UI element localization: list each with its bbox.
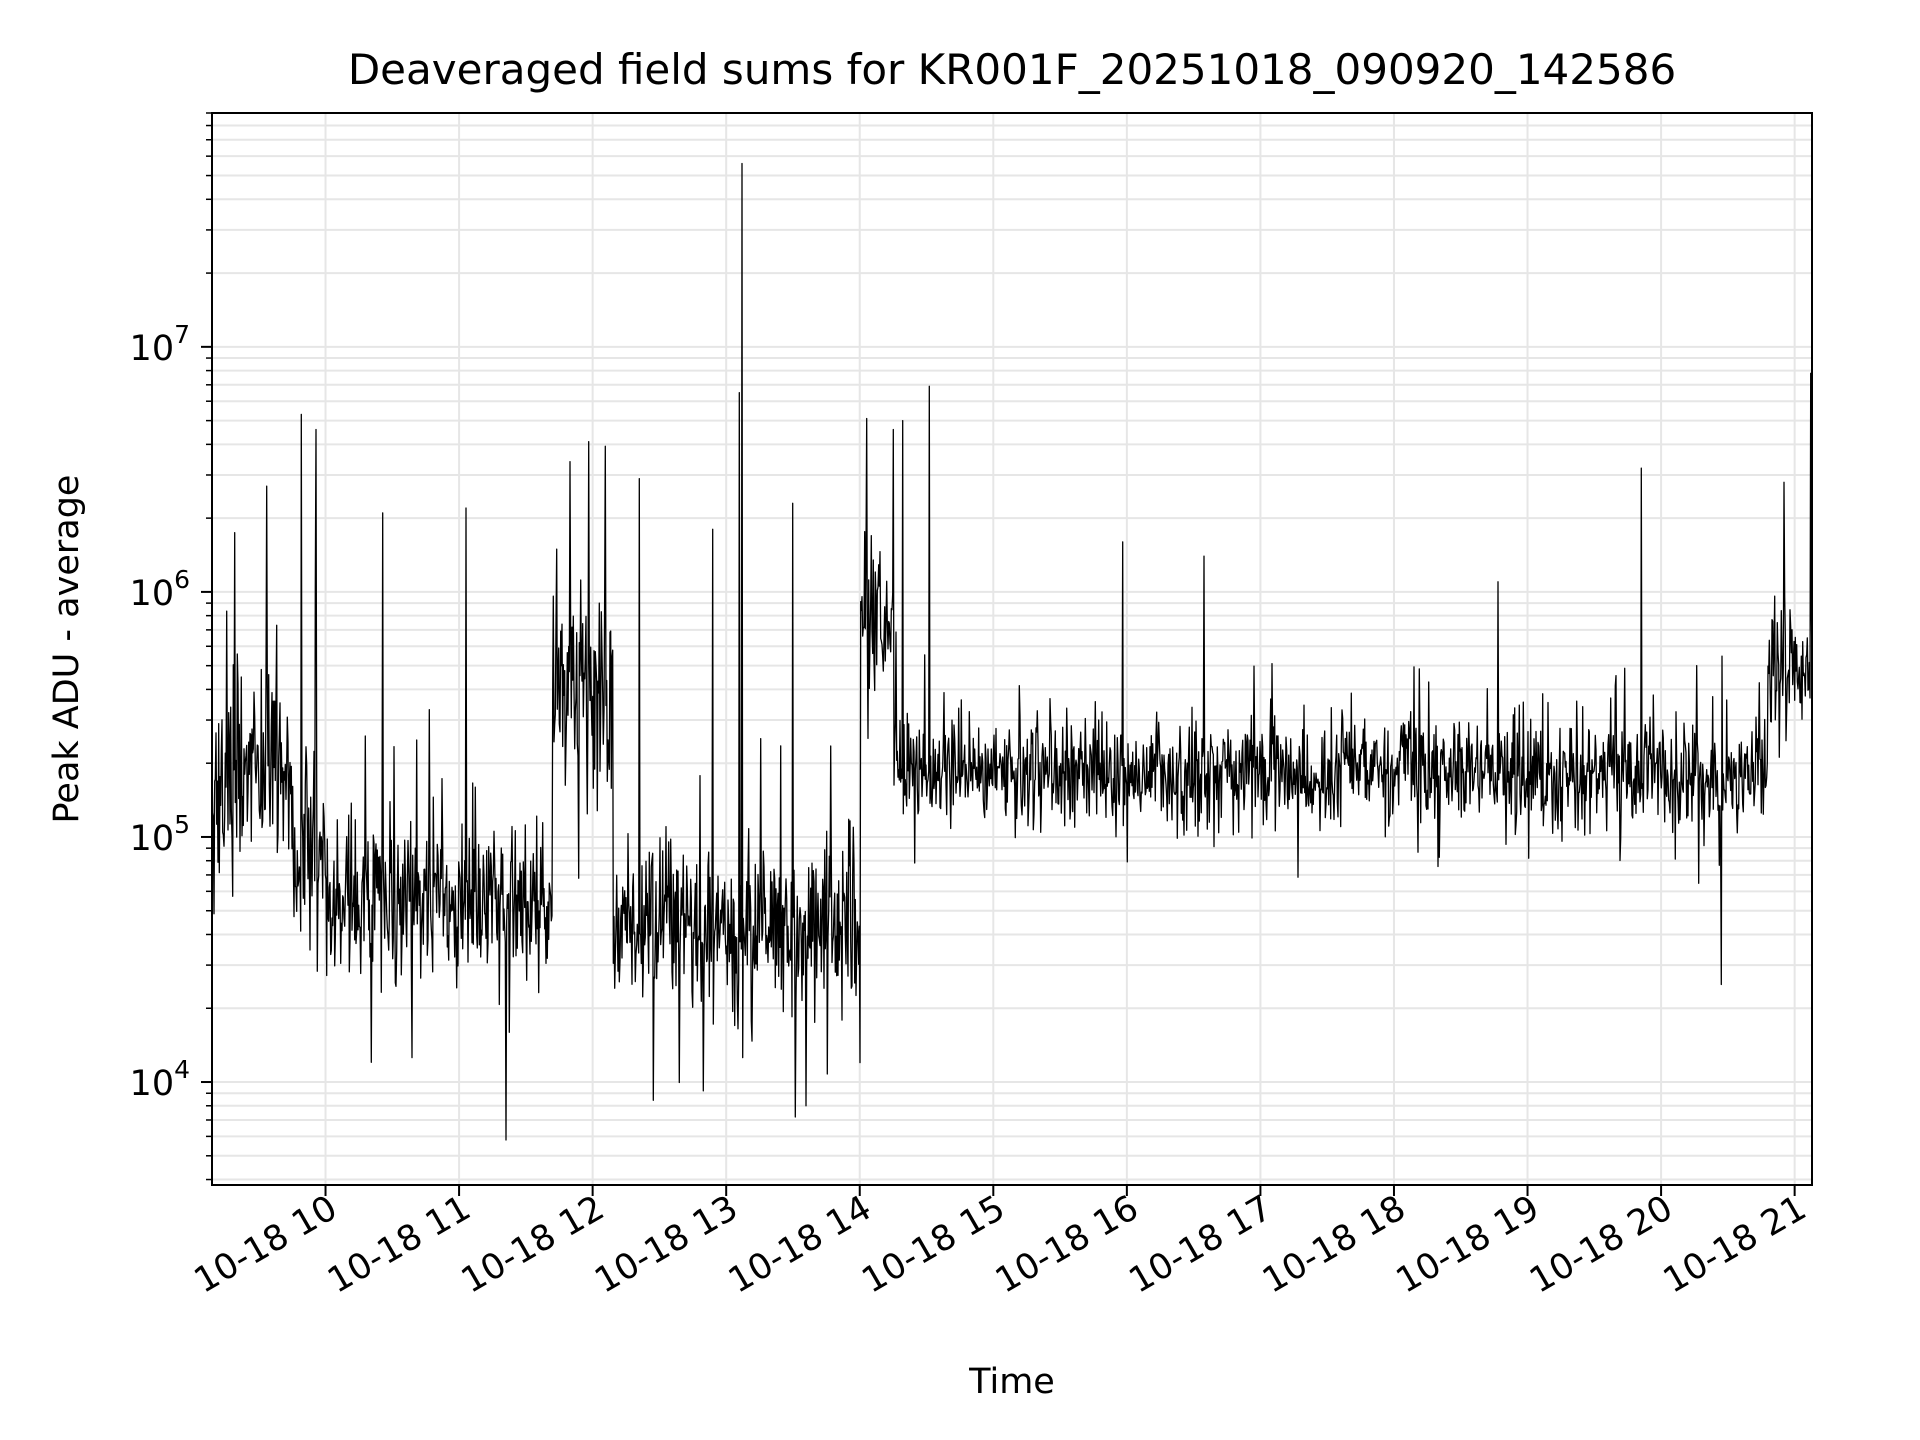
- x-tick-label: 10-18 16: [989, 1188, 1145, 1301]
- x-tick-label: 10-18 20: [1523, 1188, 1679, 1301]
- plot-frame: [211, 112, 1813, 1186]
- y-tick-label: 107: [130, 320, 190, 369]
- x-tick-label: 10-18 18: [1256, 1188, 1412, 1301]
- y-axis-label: Peak ADU - average: [47, 475, 87, 824]
- y-tick-label: 105: [130, 810, 190, 859]
- series-layer: [211, 162, 1813, 1141]
- y-tick-label: 106: [130, 565, 190, 614]
- x-tick-label: 10-18 14: [722, 1188, 878, 1301]
- x-tick-label: 10-18 19: [1390, 1188, 1546, 1301]
- x-tick-label: 10-18 13: [588, 1188, 744, 1301]
- x-tick-label: 10-18 12: [455, 1188, 611, 1301]
- x-axis-label: Time: [968, 1362, 1055, 1402]
- grid: [212, 112, 1812, 1185]
- series-line-field-sums: [211, 162, 1813, 1141]
- y-tick-label: 104: [130, 1055, 190, 1104]
- y-axis: 104 105 106 107: [130, 112, 212, 1181]
- x-tick-label: 10-18 17: [1123, 1188, 1279, 1301]
- x-tick-label: 10-18 11: [321, 1188, 477, 1301]
- x-tick-label: 10-18 21: [1657, 1188, 1813, 1301]
- chart-title: Deaveraged field sums for KR001F_2025101…: [348, 45, 1676, 94]
- x-tick-label: 10-18 15: [856, 1188, 1012, 1301]
- x-tick-label: 10-18 10: [188, 1188, 344, 1301]
